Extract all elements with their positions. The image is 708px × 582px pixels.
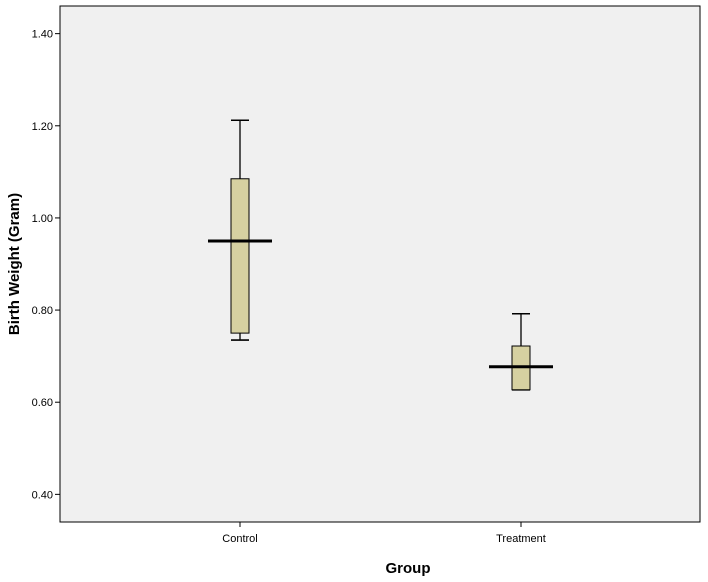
plot-area [59, 5, 701, 523]
y-axis-title: Birth Weight (Gram) [6, 193, 23, 335]
box-treatment [489, 312, 553, 391]
y-tick-label: 1.20 [32, 121, 53, 133]
box-iqr [230, 178, 250, 334]
x-axis-title: Group [386, 560, 431, 577]
boxes [208, 119, 553, 391]
x-tick-label: Control [222, 533, 257, 545]
x-axis: Control Treatment [222, 522, 546, 545]
y-tick-label: 1.00 [32, 213, 53, 225]
box-control [208, 119, 272, 341]
y-tick-label: 0.40 [32, 489, 53, 501]
y-axis: 0.40 0.60 0.80 1.00 1.20 1.40 [32, 29, 60, 501]
y-tick-label: 1.40 [32, 29, 53, 41]
y-tick-label: 0.80 [32, 305, 53, 317]
x-tick-label: Treatment [496, 533, 546, 545]
y-tick-label: 0.60 [32, 397, 53, 409]
